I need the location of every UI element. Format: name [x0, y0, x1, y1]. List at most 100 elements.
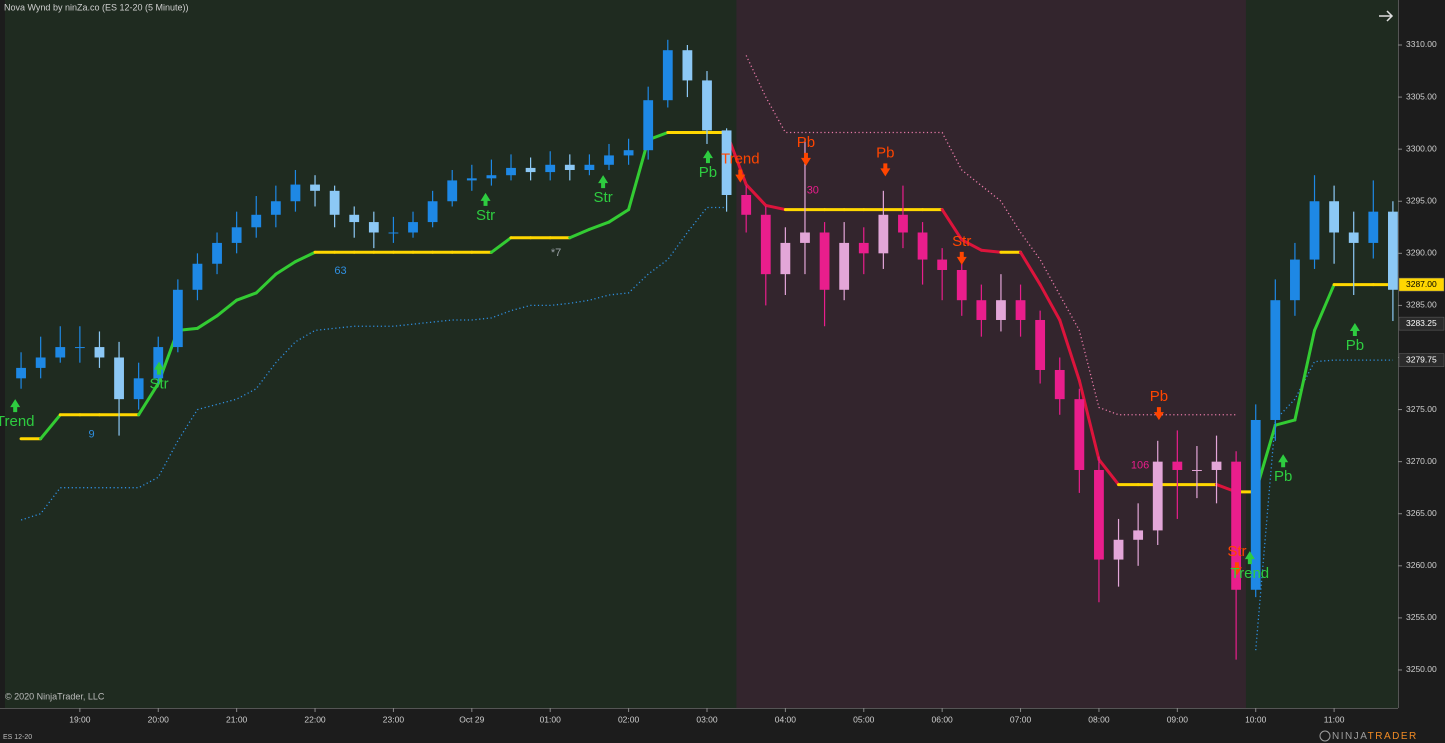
signal-arrow	[1153, 407, 1164, 421]
plot-area: Trend9Str63Str*7StrPbTrendPb30PbStr106Pb…	[0, 0, 1398, 708]
x-tick-label: 08:00	[1088, 714, 1110, 724]
candle-body	[800, 232, 810, 243]
candle-body	[16, 367, 26, 379]
candle-body	[35, 357, 46, 368]
candle-body	[623, 150, 634, 156]
brand-icon	[1319, 730, 1331, 742]
candle-body	[486, 175, 497, 179]
candle-body	[858, 242, 869, 254]
signal-label: Pb	[1274, 468, 1292, 485]
candle-body	[525, 167, 536, 173]
signal-label: Pb	[1150, 388, 1168, 405]
signal-arrow	[1349, 323, 1360, 337]
candle-body	[1054, 369, 1065, 400]
candle-body	[212, 242, 222, 264]
price-marker	[1398, 353, 1445, 367]
y-tick-label: 3285.00	[1406, 300, 1437, 310]
signal-label: Str	[149, 376, 168, 393]
stop-line-segment	[215, 298, 239, 318]
signal-label: Pb	[699, 164, 717, 181]
candle-body	[721, 130, 732, 195]
candle-body	[1250, 419, 1261, 590]
candle-body	[172, 289, 183, 348]
stop-line-segment	[39, 413, 62, 441]
candle-body	[427, 201, 438, 223]
signal-label: Str	[952, 233, 971, 250]
signal-label: *7	[551, 247, 561, 259]
candle-body	[447, 180, 458, 202]
candle-body	[466, 178, 477, 181]
candle-body	[1231, 461, 1242, 590]
candle-body	[545, 164, 556, 173]
candle-body	[1113, 539, 1124, 560]
brand-part: NINJA	[1332, 731, 1368, 742]
candle-body	[878, 214, 889, 254]
candle-body	[741, 194, 752, 215]
candle-body	[898, 214, 908, 233]
candle-body	[1270, 300, 1281, 420]
x-tick-label: 20:00	[148, 714, 170, 724]
price-marker-label: 3279.75	[1406, 354, 1437, 364]
x-tick-label: 04:00	[775, 714, 797, 724]
candle-body	[1152, 461, 1163, 531]
candle-body	[349, 214, 360, 223]
x-tick-label: 10:00	[1245, 714, 1267, 724]
stop-line-segment	[137, 382, 160, 417]
stop-line-segment	[1038, 283, 1062, 322]
candle-body	[662, 50, 673, 101]
candle-body	[270, 201, 281, 215]
candle-body	[1309, 201, 1320, 260]
signal-label: Trend	[1231, 565, 1270, 582]
x-tick-label: 22:00	[304, 714, 326, 724]
x-tick-label: 19:00	[69, 714, 91, 724]
y-tick-label: 3265.00	[1406, 508, 1437, 518]
signal-arrow	[598, 175, 609, 189]
x-tick-label: 11:00	[1324, 714, 1345, 724]
candle-body	[55, 347, 66, 358]
stop-line-segment	[940, 208, 964, 242]
candle-body	[74, 347, 85, 349]
expand-button[interactable]	[1379, 10, 1394, 22]
signal-label: Pb	[1346, 337, 1364, 354]
candle-body	[290, 184, 301, 202]
price-marker-label: 3283.25	[1406, 318, 1437, 328]
stop-line-segment	[274, 260, 297, 276]
candle-body	[1094, 469, 1104, 560]
stop-line-segment	[195, 314, 219, 330]
upper-band	[745, 55, 1237, 416]
candle-body	[996, 300, 1006, 320]
candle-body	[408, 222, 418, 233]
signal-arrow	[956, 251, 967, 265]
candle-body	[604, 155, 614, 165]
signal-arrow	[702, 150, 713, 164]
candle-body	[1211, 461, 1222, 470]
x-tick-label: 21:00	[226, 714, 248, 724]
candle-body	[114, 357, 124, 400]
x-tick-label: 06:00	[932, 714, 954, 724]
price-marker-label: 3287.00	[1406, 279, 1437, 289]
candle-body	[1348, 232, 1359, 243]
candle-body	[937, 259, 948, 270]
signal-label: 30	[807, 185, 819, 197]
signal-arrow	[1278, 454, 1289, 468]
signal-label: Trend	[0, 413, 35, 430]
candle-body	[329, 190, 340, 215]
candle-body	[780, 242, 791, 275]
instrument: ES 12-20	[3, 734, 32, 741]
stop-line-segment	[1273, 418, 1297, 427]
signal-arrow	[1244, 551, 1255, 565]
y-tick-label: 3255.00	[1406, 612, 1437, 622]
y-tick-label: 3295.00	[1406, 195, 1437, 205]
y-tick-label: 3260.00	[1406, 560, 1437, 570]
candle-body	[94, 347, 105, 358]
candle-body	[153, 347, 164, 379]
stop-line-segment	[1058, 318, 1081, 382]
stop-line-segment	[1293, 328, 1317, 422]
price-marker	[1398, 277, 1445, 292]
candle-body	[584, 164, 595, 170]
candle-body	[310, 184, 320, 191]
candle-body	[702, 80, 712, 131]
candle-body	[976, 300, 987, 320]
candle-body	[1368, 211, 1379, 243]
candle-body	[506, 167, 516, 176]
